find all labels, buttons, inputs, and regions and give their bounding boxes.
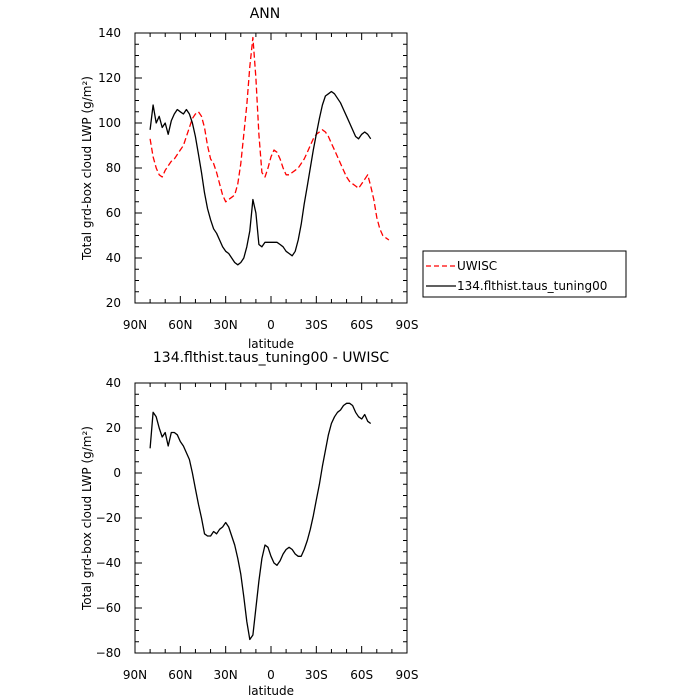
top-panel-x-tick-label: 90S (396, 318, 419, 332)
top-panel-y-tick-label: 100 (98, 116, 121, 130)
top-panel-x-tick-label: 60N (168, 318, 192, 332)
bottom-panel-x-tick-label: 30N (214, 668, 238, 682)
bottom-panel-y-tick-label: −20 (96, 511, 121, 525)
bottom-panel-y-axis-label: Total grd-box cloud LWP (g/m²) (80, 426, 94, 611)
bottom-panel-x-axis-label: latitude (248, 684, 294, 698)
bottom-panel-y-tick-label: 40 (106, 376, 121, 390)
top-panel-series (149, 36, 390, 266)
bottom-panel-series-line-0 (149, 402, 372, 641)
bottom-panel-y-tick-label: −80 (96, 646, 121, 660)
bottom-panel-x-tick-label: 30S (305, 668, 328, 682)
legend: UWISC 134.flthist.taus_tuning00 (422, 250, 627, 298)
bottom-panel-y-tick-label: −40 (96, 556, 121, 570)
top-panel-y-axis-label: Total grd-box cloud LWP (g/m²) (80, 76, 94, 261)
top-panel-x-tick-label: 30S (305, 318, 328, 332)
bottom-panel-y-tick-label: 20 (106, 421, 121, 435)
top-panel-y-tick-label: 80 (106, 161, 121, 175)
top-panel-x-axis-label: latitude (248, 337, 294, 351)
top-panel-x-tick-label: 90N (123, 318, 147, 332)
top-panel-x-tick-label: 0 (267, 318, 275, 332)
bottom-panel-series (149, 402, 372, 641)
top-panel-series-line-uwisc (149, 36, 390, 241)
bottom-panel-x-tick-label: 0 (267, 668, 275, 682)
top-panel-y-tick-label: 20 (106, 296, 121, 310)
bottom-panel-x-tick-label: 90S (396, 668, 419, 682)
top-panel-y-tick-label: 40 (106, 251, 121, 265)
top-panel-frame (134, 32, 408, 304)
bottom-panel-frame (134, 382, 408, 654)
top-panel-y-tick-label: 140 (98, 26, 121, 40)
bottom-panel-title: 134.flthist.taus_tuning00 - UWISC (153, 350, 389, 366)
bottom-panel-y-tick-label: 0 (113, 466, 121, 480)
bottom-panel-x-tick-label: 90N (123, 668, 147, 682)
top-panel-x-tick-label: 30N (214, 318, 238, 332)
top-panel-y-tick-label: 120 (98, 71, 121, 85)
top-panel: ANN 90N 60N 30N 0 30S 60S 90S 20 40 60 80 100 120 140… (80, 6, 418, 351)
top-panel-series-line-134-flthist-taus-tuning00 (149, 90, 372, 266)
legend-label-taus-tuning: 134.flthist.taus_tuning00 (457, 279, 607, 293)
bottom-panel-y-tick-label: −60 (96, 601, 121, 615)
bottom-panel: 134.flthist.taus_tuning00 - UWISC 90N 60N… (80, 350, 418, 698)
top-panel-x-tick-label: 60S (350, 318, 373, 332)
legend-label-uwisc: UWISC (457, 259, 497, 273)
top-panel-title: ANN (250, 6, 281, 22)
top-panel-ticks: 90N 60N 30N 0 30S 60S 90S 20 40 60 80 100 120 140 (98, 26, 418, 332)
bottom-panel-x-tick-label: 60S (350, 668, 373, 682)
bottom-panel-x-tick-label: 60N (168, 668, 192, 682)
top-panel-y-tick-label: 60 (106, 206, 121, 220)
legend-box (422, 250, 627, 298)
bottom-panel-ticks: 90N 60N 30N 0 30S 60S 90S −80 −60 −40 −20 0 20 40 (96, 376, 419, 682)
